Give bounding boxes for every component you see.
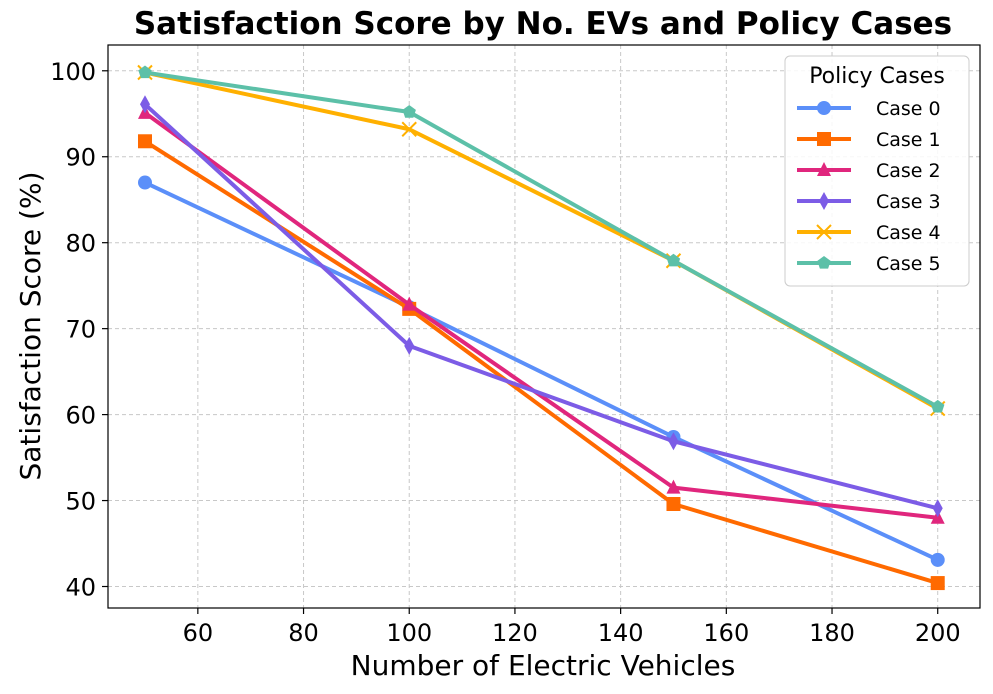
legend-item: Case 2 — [797, 160, 941, 182]
series-line — [142, 102, 940, 511]
grid — [108, 45, 980, 608]
legend-label: Case 3 — [876, 191, 941, 213]
data-point — [137, 175, 152, 190]
legend-label: Case 0 — [876, 98, 941, 120]
legend-marker — [817, 162, 831, 176]
data-point — [932, 499, 943, 518]
x-tick-label: 200 — [915, 619, 961, 647]
data-point — [139, 95, 150, 114]
data-point — [666, 496, 681, 511]
series-line — [142, 110, 940, 520]
legend-item: Case 0 — [797, 98, 941, 120]
y-tick-label: 80 — [65, 230, 96, 258]
legend: Policy Cases Case 0 Case 1 Case 2 Case 3 Case… — [784, 55, 970, 287]
x-axis-label: Number of Electric Vehicles — [351, 649, 736, 682]
x-tick-label: 180 — [809, 619, 855, 647]
data-point — [402, 105, 416, 118]
series-5 — [138, 65, 945, 413]
data-point — [668, 432, 679, 451]
x-tick-label: 140 — [598, 619, 644, 647]
plot-frame — [107, 44, 981, 609]
y-tick-label: 40 — [65, 574, 96, 602]
legend-label: Case 5 — [876, 253, 941, 275]
y-tick-label: 60 — [65, 402, 96, 430]
legend-item: Case 5 — [797, 253, 941, 275]
legend-title: Policy Cases — [809, 64, 945, 89]
legend-item: Case 1 — [797, 129, 941, 151]
data-point — [404, 336, 415, 355]
x-tick-label: 100 — [386, 619, 432, 647]
y-tick-label: 70 — [65, 316, 96, 344]
y-tick-label: 90 — [65, 144, 96, 172]
axes: 60 80 100 120 140 160 180 200 40 50 60 70 80 90 100 — [50, 44, 981, 647]
data-point — [402, 296, 417, 311]
data-point — [930, 576, 945, 591]
x-tick-label: 80 — [288, 619, 319, 647]
legend-item: Case 4 — [797, 222, 941, 244]
data-point — [666, 253, 681, 267]
legend-marker — [819, 192, 829, 210]
data-point — [138, 65, 152, 79]
legend-label: Case 1 — [876, 129, 941, 151]
series-group — [137, 64, 946, 591]
data-point — [401, 121, 417, 137]
legend-marker — [816, 224, 832, 240]
y-tick-label: 50 — [65, 488, 96, 516]
y-tick-label: 100 — [50, 58, 96, 86]
series-3 — [139, 95, 943, 518]
legend-label: Case 4 — [876, 222, 941, 244]
legend-box — [784, 55, 970, 287]
legend-item: Case 3 — [797, 191, 941, 213]
series-line — [142, 180, 940, 562]
chart-title: Satisfaction Score by No. EVs and Policy… — [134, 6, 952, 42]
x-tick-label: 120 — [492, 619, 538, 647]
data-point — [930, 552, 945, 567]
data-point — [137, 134, 152, 149]
data-point — [931, 399, 945, 413]
series-line — [142, 70, 940, 409]
data-point — [666, 479, 681, 494]
legend-marker — [817, 101, 831, 115]
legend-label: Case 2 — [876, 160, 941, 182]
x-tick-label: 60 — [183, 619, 214, 647]
y-axis-label: Satisfaction Score (%) — [14, 172, 47, 481]
legend-marker — [817, 132, 831, 146]
legend-marker — [817, 256, 831, 269]
x-tick-label: 160 — [703, 619, 749, 647]
